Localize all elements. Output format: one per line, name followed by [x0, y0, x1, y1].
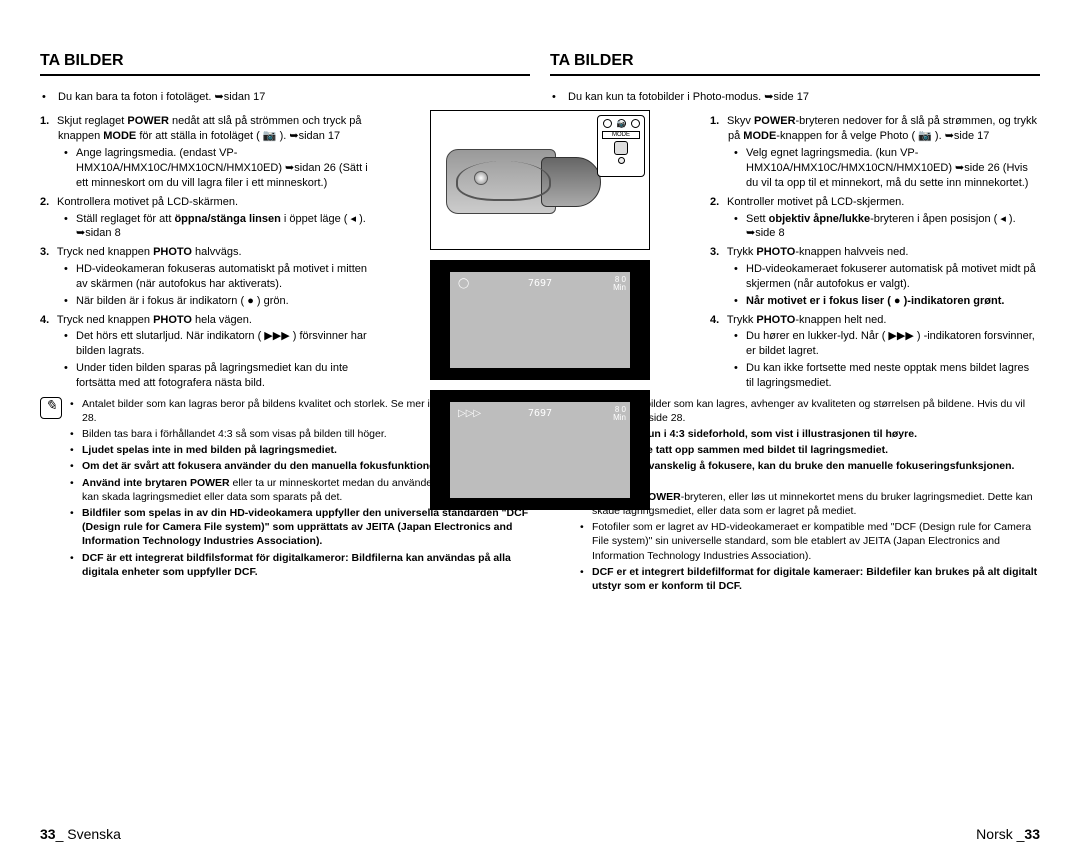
intro-no: Du kan kun ta fotobilder i Photo-modus. … — [568, 90, 1040, 105]
note-item: DCF er et integrert bildefilformat for d… — [592, 565, 1040, 593]
footer-right: Norsk _33 — [976, 826, 1040, 842]
step-sub-item: Du hører en lukker-lyd. Når ( ▶▶▶ ) -ind… — [746, 329, 1040, 359]
note-item: Bildet tas kun i 4:3 sideforhold, som vi… — [592, 427, 1040, 441]
step-sub-item: Velg egnet lagringsmedia. (kun VP-HMX10A… — [746, 146, 1040, 191]
step-sub-item: Du kan ikke fortsette med neste opptak m… — [746, 361, 1040, 391]
manual-page: 📷 MODE ◯ 7697 8 0Min ▷▷▷ 7697 8 0Min TA … — [0, 0, 1080, 866]
step-sub-item: Det hörs ett slutarljud. När indikatorn … — [76, 329, 378, 359]
step-sub-item: Ställ reglaget för att öppna/stänga lins… — [76, 212, 378, 242]
step-sub-item: Ange lagringsmedia. (endast VP-HMX10A/HM… — [76, 146, 378, 191]
note-item: Ikke bruk POWER-bryteren, eller løs ut m… — [592, 490, 1040, 518]
step-item: 3. Trykk PHOTO-knappen halvveis ned.HD-v… — [728, 245, 1040, 308]
focus-indicator-icon: ◯ — [458, 278, 469, 289]
note-item: Lyd blir ikke tatt opp sammen med bildet… — [592, 443, 1040, 457]
step-item: 4. Tryck ned knappen PHOTO hela vägen.De… — [58, 313, 378, 391]
page-number-left: 33 — [40, 826, 56, 842]
step-sub-item: HD-videokameraet fokuserer automatisk på… — [746, 262, 1040, 292]
step-sub-item: Sett objektiv åpne/lukke-bryteren i åpen… — [746, 212, 1040, 242]
illustration-stack: 📷 MODE ◯ 7697 8 0Min ▷▷▷ 7697 8 0Min — [430, 110, 650, 510]
step-sub-item: När bilden är i fokus är indikatorn ( ● … — [76, 294, 378, 309]
steps-list-no: 1. Skyv POWER-bryteren nedover for å slå… — [710, 114, 1040, 390]
lcd-minutes-2: 8 0Min — [613, 406, 626, 422]
note-item: DCF är ett integrerat bildfilsformat för… — [82, 551, 530, 579]
step-item: 4. Trykk PHOTO-knappen helt ned.Du hører… — [728, 313, 1040, 391]
lcd-counter-2: 7697 — [528, 408, 552, 419]
section-title-sv: TA BILDER — [40, 50, 530, 76]
step-item: 1. Skyv POWER-bryteren nedover for å slå… — [728, 114, 1040, 190]
note-item: Hvis det er vanskelig å fokusere, kan du… — [592, 459, 1040, 487]
step-item: 2. Kontrollera motivet på LCD-skärmen.St… — [58, 195, 378, 242]
lcd-preview-focus: ◯ 7697 8 0Min — [430, 260, 650, 380]
note-item: Bildfiler som spelas in av din HD-videok… — [82, 506, 530, 549]
step-sub-item: HD-videokameran fokuseras automatiskt på… — [76, 262, 378, 292]
note-icon: ✎ — [40, 397, 62, 419]
footer-left: 33_ Svenska — [40, 826, 121, 842]
note-item: Fotofiler som er lagret av HD-videokamer… — [592, 520, 1040, 563]
intro-sv: Du kan bara ta foton i fotoläget. ➥sidan… — [58, 90, 530, 105]
mode-panel-inset: 📷 MODE — [597, 115, 645, 177]
lcd-counter: 7697 — [528, 278, 552, 289]
step-sub-item: Når motivet er i fokus liser ( ● )-indik… — [746, 294, 1040, 309]
lcd-preview-saving: ▷▷▷ 7697 8 0Min — [430, 390, 650, 510]
footer-lang-right: Norsk — [976, 826, 1013, 842]
step-item: 3. Tryck ned knappen PHOTO halvvägs.HD-v… — [58, 245, 378, 308]
note-item: Antallet stillbilder som kan lagres, avh… — [592, 397, 1040, 425]
camera-illustration: 📷 MODE — [430, 110, 650, 250]
step-item: 1. Skjut reglaget POWER nedåt att slå på… — [58, 114, 378, 190]
lcd-minutes: 8 0Min — [613, 276, 626, 292]
footer-lang-left: Svenska — [67, 826, 121, 842]
step-item: 2. Kontroller motivet på LCD-skjermen.Se… — [728, 195, 1040, 242]
step-sub-item: Under tiden bilden sparas på lagringsmed… — [76, 361, 378, 391]
section-title-no: TA BILDER — [550, 50, 1040, 76]
saving-indicator-icon: ▷▷▷ — [458, 408, 481, 419]
page-number-right: 33 — [1024, 826, 1040, 842]
page-footer: 33_ Svenska Norsk _33 — [40, 826, 1040, 842]
